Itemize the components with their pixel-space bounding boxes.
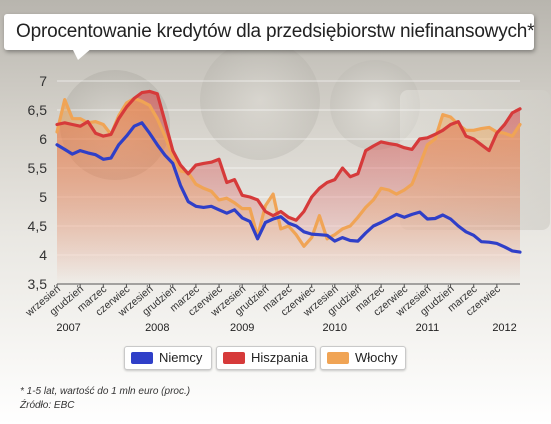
source-note: Źródło: EBC	[20, 400, 75, 411]
legend-item-niemcy: Niemcy	[124, 346, 212, 370]
x-axis-tick-labels: wrzesieńgrudzieńmarzecczerwiecwrzesieńgr…	[23, 283, 503, 320]
title-callout-tail	[72, 48, 92, 60]
legend: Niemcy Hiszpania Włochy	[0, 346, 551, 370]
year-label: 2007	[56, 322, 80, 334]
series-fills	[57, 91, 520, 285]
series-lines	[55, 89, 522, 254]
year-label: 2009	[230, 322, 254, 334]
series-line-hiszpania	[55, 89, 522, 222]
background-coin-2	[330, 60, 420, 150]
year-label: 2012	[492, 322, 516, 334]
year-label: 2008	[145, 322, 169, 334]
legend-swatch-wlochy	[327, 352, 349, 364]
legend-label-niemcy: Niemcy	[159, 350, 203, 365]
legend-label-hiszpania: Hiszpania	[251, 350, 309, 365]
y-tick-label: 5,5	[28, 160, 48, 176]
legend-label-wlochy: Włochy	[355, 350, 398, 365]
legend-swatch-hiszpania	[223, 352, 245, 364]
y-tick-label: 3,5	[28, 276, 48, 292]
series-fill-włochy	[57, 98, 520, 285]
title-box: Oprocentowanie kredytów dla przedsiębior…	[4, 14, 535, 50]
y-tick-label: 6,5	[28, 102, 48, 118]
year-label: 2011	[416, 322, 440, 334]
y-tick-label: 4,5	[28, 218, 48, 234]
legend-swatch-niemcy	[131, 352, 153, 364]
y-tick-label: 4	[39, 247, 47, 263]
y-tick-label: 5	[39, 189, 47, 205]
legend-item-wlochy: Włochy	[320, 346, 406, 370]
x-axis-year-labels: 2007 2008 2009 2010 2011 2012	[56, 322, 516, 334]
chart-title: Oprocentowanie kredytów dla przedsiębior…	[16, 21, 535, 42]
background-coin-1	[200, 40, 320, 160]
y-tick-label: 6	[39, 131, 47, 147]
y-tick-label: 7	[39, 73, 47, 89]
year-label: 2010	[323, 322, 347, 334]
series-line-niemcy	[55, 121, 522, 254]
legend-item-hiszpania: Hiszpania	[216, 346, 316, 370]
footnote: * 1-5 lat, wartość do 1 mln euro (proc.)	[20, 386, 191, 397]
y-axis-tick-labels: 3,5 4 4,5 5 5,5 6 6,5 7	[28, 73, 48, 292]
